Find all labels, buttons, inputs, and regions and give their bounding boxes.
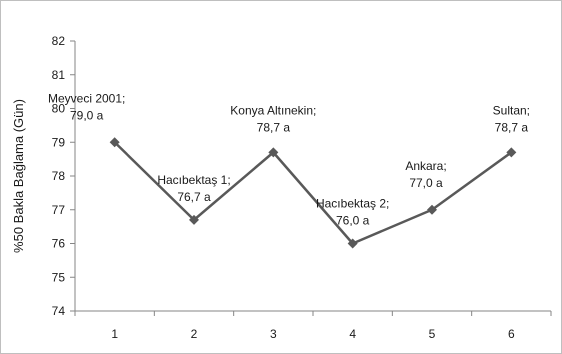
data-label-name: Sultan; — [493, 103, 530, 117]
data-label-value: 78,7 a — [495, 120, 529, 134]
x-tick-label: 2 — [191, 327, 198, 341]
data-label-value: 76,0 a — [336, 214, 370, 228]
x-tick-labels: 1 2 3 4 5 6 — [111, 327, 515, 341]
y-tick-label: 82 — [52, 34, 66, 48]
y-tick-label: 79 — [52, 135, 66, 149]
data-point-marker — [427, 204, 437, 215]
data-point-marker — [109, 137, 120, 148]
x-tick-label: 3 — [270, 327, 277, 341]
x-tick-label: 1 — [111, 327, 118, 341]
x-tick-label: 6 — [508, 327, 515, 341]
data-point-marker — [268, 147, 279, 158]
x-tick-label: 5 — [429, 327, 436, 341]
data-label-value: 79,0 a — [70, 108, 104, 122]
data-label-name: Hacıbektaş 1; — [157, 173, 230, 187]
data-labels: Meyveci 2001; 79,0 a Hacıbektaş 1; 76,7 a Ko… — [48, 91, 530, 227]
x-tick-label: 4 — [349, 327, 356, 341]
series-group — [109, 137, 517, 249]
y-tick-label: 80 — [52, 102, 66, 116]
y-tick-label: 81 — [52, 68, 66, 82]
axes — [70, 40, 552, 316]
y-tick-labels: 74 75 76 77 78 79 80 81 82 — [52, 34, 66, 318]
data-point-marker — [506, 147, 517, 158]
data-label-value: 78,7 a — [257, 120, 291, 134]
data-point-marker — [189, 214, 199, 225]
y-tick-label: 75 — [52, 270, 66, 284]
series-line — [113, 141, 513, 245]
y-tick-label: 74 — [52, 304, 66, 318]
y-tick-label: 76 — [52, 237, 66, 251]
data-label-value: 76,7 a — [177, 190, 211, 204]
data-label-name: Ankara; — [405, 159, 446, 173]
data-label-value: 77,0 a — [409, 176, 443, 190]
y-axis-label: %50 Bakla Bağlama (Gün) — [11, 99, 26, 253]
data-label-name: Konya Altınekin; — [230, 103, 316, 117]
y-tick-label: 77 — [52, 203, 66, 217]
data-point-marker — [347, 238, 358, 249]
y-tick-label: 78 — [52, 169, 66, 183]
data-label-name: Hacıbektaş 2; — [316, 197, 389, 211]
data-label-name: Meyveci 2001; — [48, 91, 125, 105]
